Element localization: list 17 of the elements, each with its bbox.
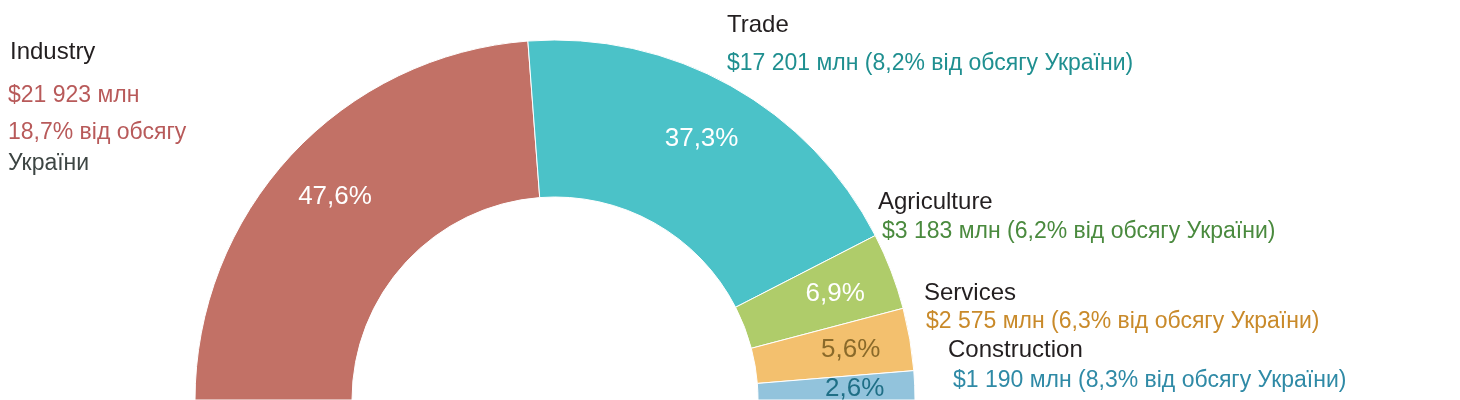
data-label: 6,9% — [805, 276, 865, 307]
slice-label: Industry — [10, 37, 96, 64]
data-label: 47,6% — [298, 180, 372, 211]
slice-label: Construction — [948, 335, 1083, 362]
slice-label: Services — [924, 278, 1017, 305]
text: 18,7% від обсягу — [8, 118, 187, 144]
slice-label: Agriculture — [878, 187, 993, 214]
text: $2 575 млн (6,3% від обсягу України) — [926, 307, 1320, 333]
data-label: 2,6% — [825, 371, 885, 400]
data-label: 5,6% — [821, 333, 881, 364]
text: $3 183 млн (6,2% від обсягу України) — [882, 217, 1276, 243]
text: $17 201 млн (8,2% від обсягу України) — [727, 49, 1134, 75]
data-label: 37,3% — [664, 122, 739, 153]
text: $21 923 млн — [8, 81, 140, 107]
text: України — [8, 149, 90, 175]
slice-label: Trade — [727, 10, 789, 37]
text: $1 190 млн (8,3% від обсягу України) — [953, 366, 1347, 392]
